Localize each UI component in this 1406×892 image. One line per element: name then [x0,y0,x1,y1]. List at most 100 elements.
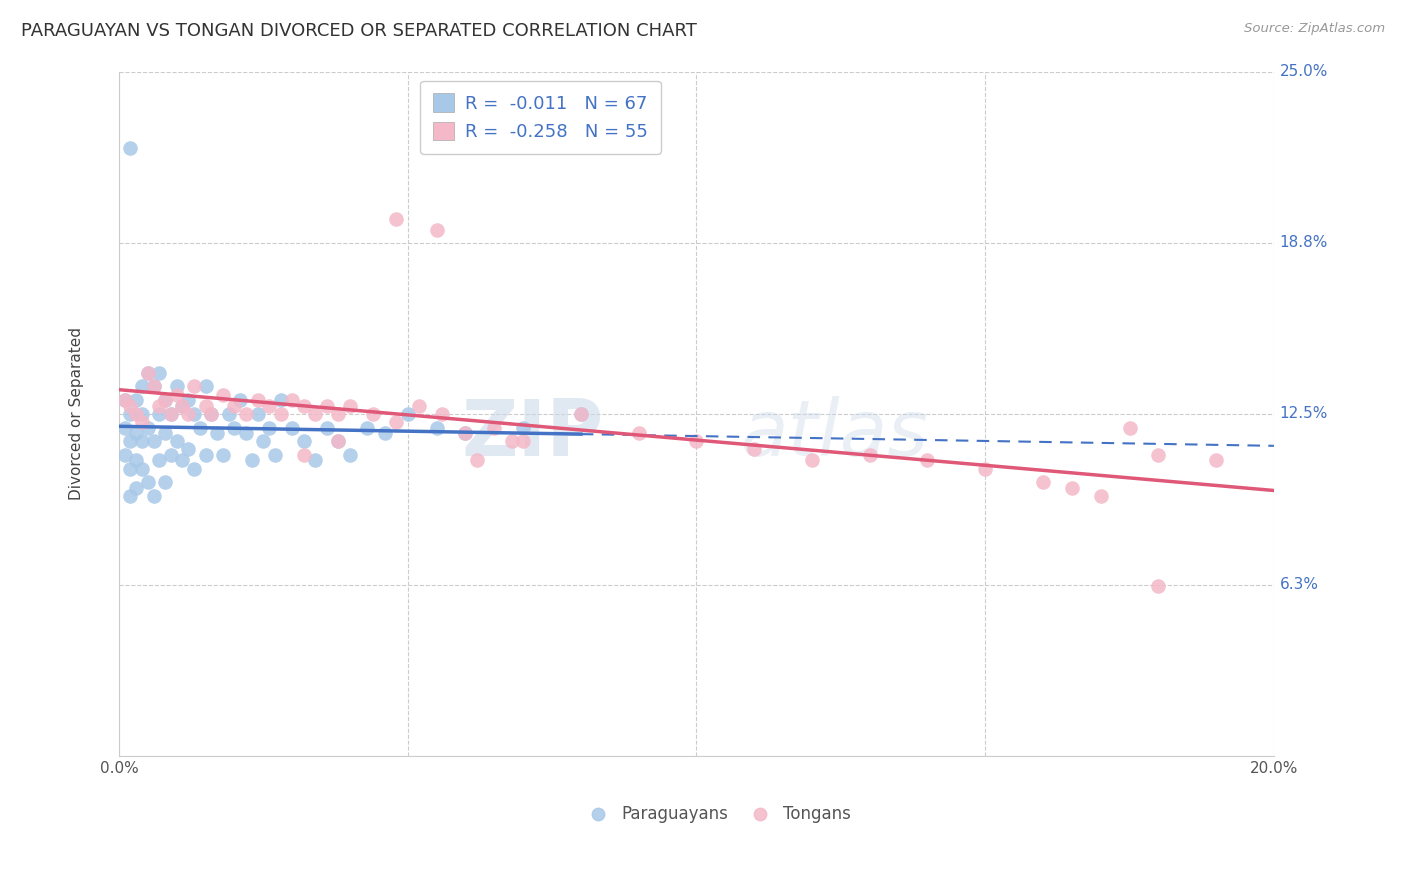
Point [125,453,148,467]
Point [160,448,183,462]
Point [396,407,419,421]
Point [125,407,148,421]
Text: 12.5%: 12.5% [1279,407,1329,421]
Point [125,425,148,440]
Point [263,448,285,462]
Point [177,393,200,408]
Point [142,379,165,393]
Point [194,379,217,393]
Point [425,223,447,237]
Point [356,420,378,434]
Point [166,387,188,401]
Point [131,434,153,449]
Point [136,366,159,380]
Point [125,393,148,408]
Point [166,434,188,449]
Point [385,212,408,227]
Point [153,425,176,440]
Point [374,425,396,440]
Point [339,399,361,413]
Point [1118,420,1140,434]
Point [142,379,165,393]
Text: ZIP: ZIP [461,396,605,473]
Point [212,448,235,462]
Point [120,461,142,475]
Point [512,420,534,434]
Point [281,393,304,408]
Text: PARAGUAYAN VS TONGAN DIVORCED OR SEPARATED CORRELATION CHART: PARAGUAYAN VS TONGAN DIVORCED OR SEPARAT… [21,22,697,40]
Text: Paraguayans: Paraguayans [621,805,728,823]
Point [800,453,823,467]
Point [131,407,153,421]
Text: atlas: atlas [741,396,929,473]
Text: 18.8%: 18.8% [1279,235,1329,250]
Point [177,407,200,421]
Point [120,489,142,503]
Point [859,448,882,462]
Point [183,407,205,421]
Point [917,453,939,467]
Point [120,434,142,449]
Point [1205,453,1227,467]
Point [224,399,246,413]
Point [114,448,136,462]
Point [142,489,165,503]
Point [166,379,188,393]
Point [212,387,235,401]
Point [153,393,176,408]
Point [339,448,361,462]
Point [569,407,592,421]
Point [292,399,315,413]
Point [172,399,194,413]
Point [224,420,246,434]
Point [1032,475,1054,490]
Point [194,399,217,413]
Point [1060,481,1083,495]
Point [153,393,176,408]
Point [183,379,205,393]
Point [120,141,142,155]
Point [512,434,534,449]
Point [172,399,194,413]
Point [114,420,136,434]
Point [188,420,211,434]
Point [484,420,506,434]
Point [328,407,350,421]
Point [235,407,257,421]
Text: Tongans: Tongans [783,805,851,823]
Point [454,425,477,440]
Point [148,399,170,413]
Point [229,393,252,408]
Point [148,366,170,380]
Point [148,453,170,467]
Point [205,425,228,440]
Point [281,420,304,434]
Point [194,448,217,462]
Point [569,407,592,421]
Point [974,461,997,475]
Point [125,481,148,495]
Point [131,379,153,393]
Point [200,407,222,421]
Point [218,407,240,421]
Point [120,399,142,413]
Point [114,393,136,408]
Point [120,407,142,421]
Text: Source: ZipAtlas.com: Source: ZipAtlas.com [1244,22,1385,36]
Point [425,420,447,434]
Point [304,453,326,467]
Point [1147,448,1170,462]
Point [160,407,183,421]
Point [240,453,263,467]
Point [432,407,454,421]
Text: Divorced or Separated: Divorced or Separated [69,327,84,500]
Point [328,434,350,449]
Point [153,475,176,490]
Point [501,434,523,449]
Point [177,442,200,457]
Point [131,415,153,429]
Point [246,407,269,421]
Point [114,393,136,408]
Point [454,425,477,440]
Point [142,434,165,449]
